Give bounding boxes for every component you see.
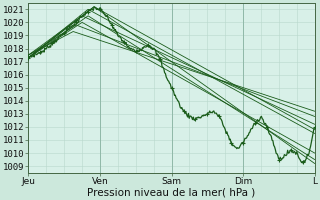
X-axis label: Pression niveau de la mer( hPa ): Pression niveau de la mer( hPa ) [87, 187, 256, 197]
